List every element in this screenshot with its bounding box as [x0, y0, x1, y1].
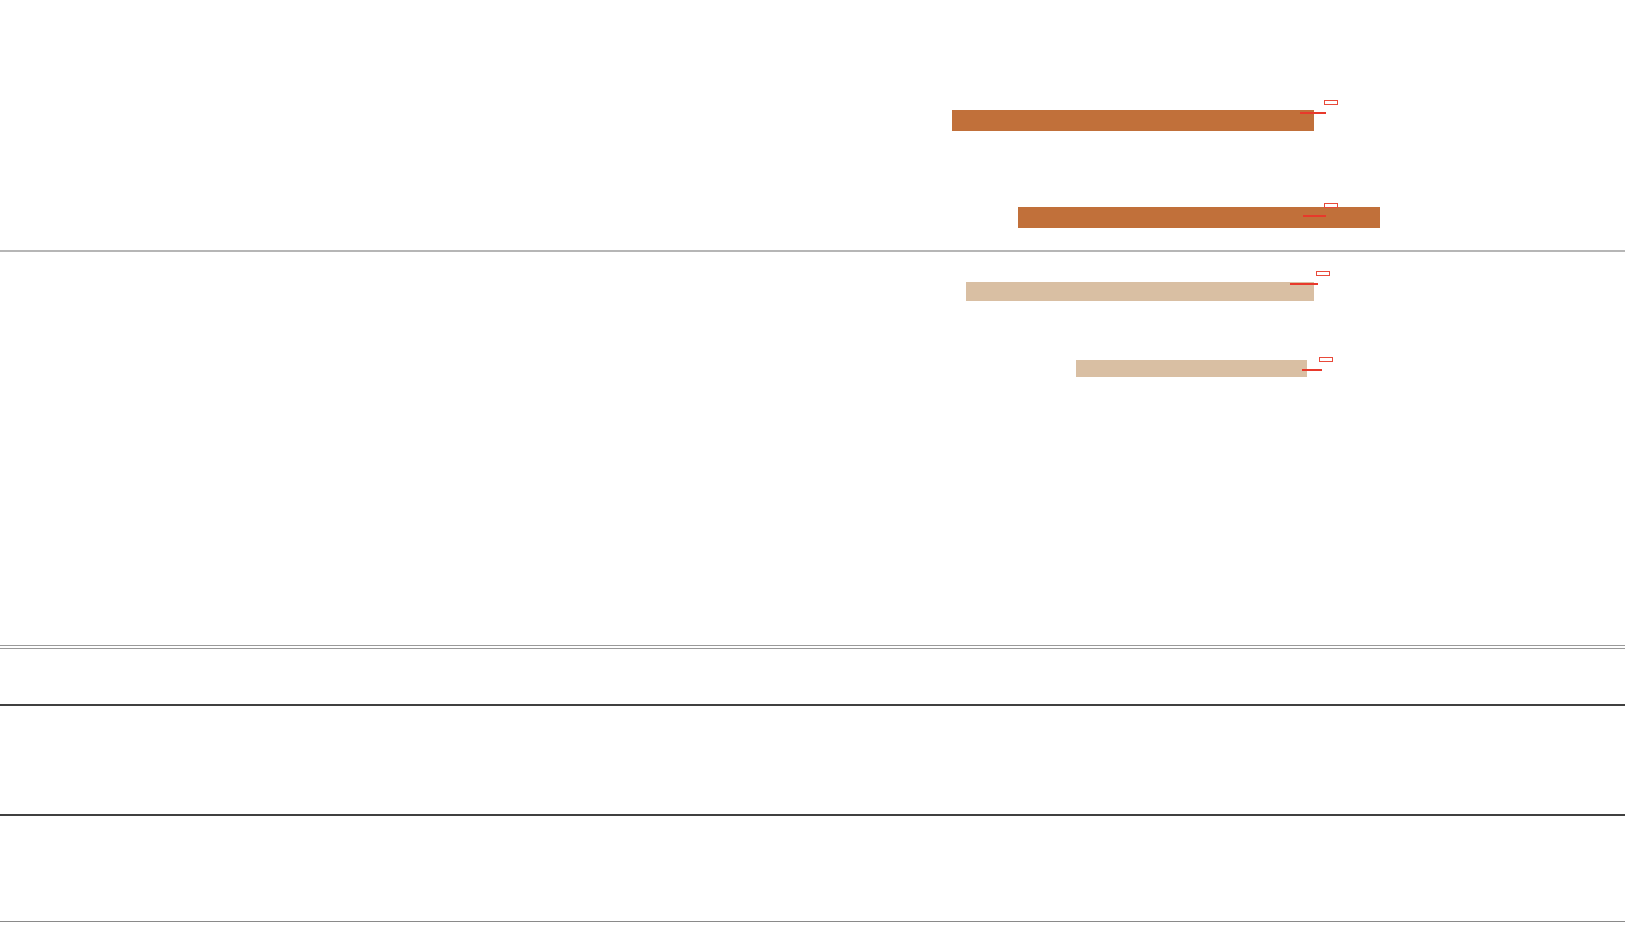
- demand-zone-2650[interactable]: [966, 282, 1314, 301]
- leader-line-2650: [1290, 283, 1318, 285]
- price-panel[interactable]: [0, 0, 1625, 645]
- panel-divider-top: [0, 645, 1625, 646]
- panel-divider-bottom: [0, 648, 1625, 649]
- rsi-panel[interactable]: [0, 649, 1625, 921]
- leader-line-2600: [1302, 369, 1322, 371]
- supply-zone-2690[interactable]: [1018, 207, 1380, 228]
- price-series-canvas: [0, 250, 1625, 252]
- demand-zone-2600[interactable]: [1076, 360, 1307, 377]
- price-tag-2690[interactable]: [1324, 203, 1338, 208]
- supply-zone-2750[interactable]: [952, 110, 1314, 131]
- leader-line-2690: [1303, 215, 1326, 217]
- rsi-series-canvas: [0, 704, 1625, 816]
- leader-line-2750: [1300, 112, 1326, 114]
- price-tag-2750[interactable]: [1324, 100, 1338, 105]
- price-tag-2650[interactable]: [1316, 271, 1330, 276]
- time-axis[interactable]: [0, 921, 1625, 941]
- price-tag-2600[interactable]: [1319, 357, 1333, 362]
